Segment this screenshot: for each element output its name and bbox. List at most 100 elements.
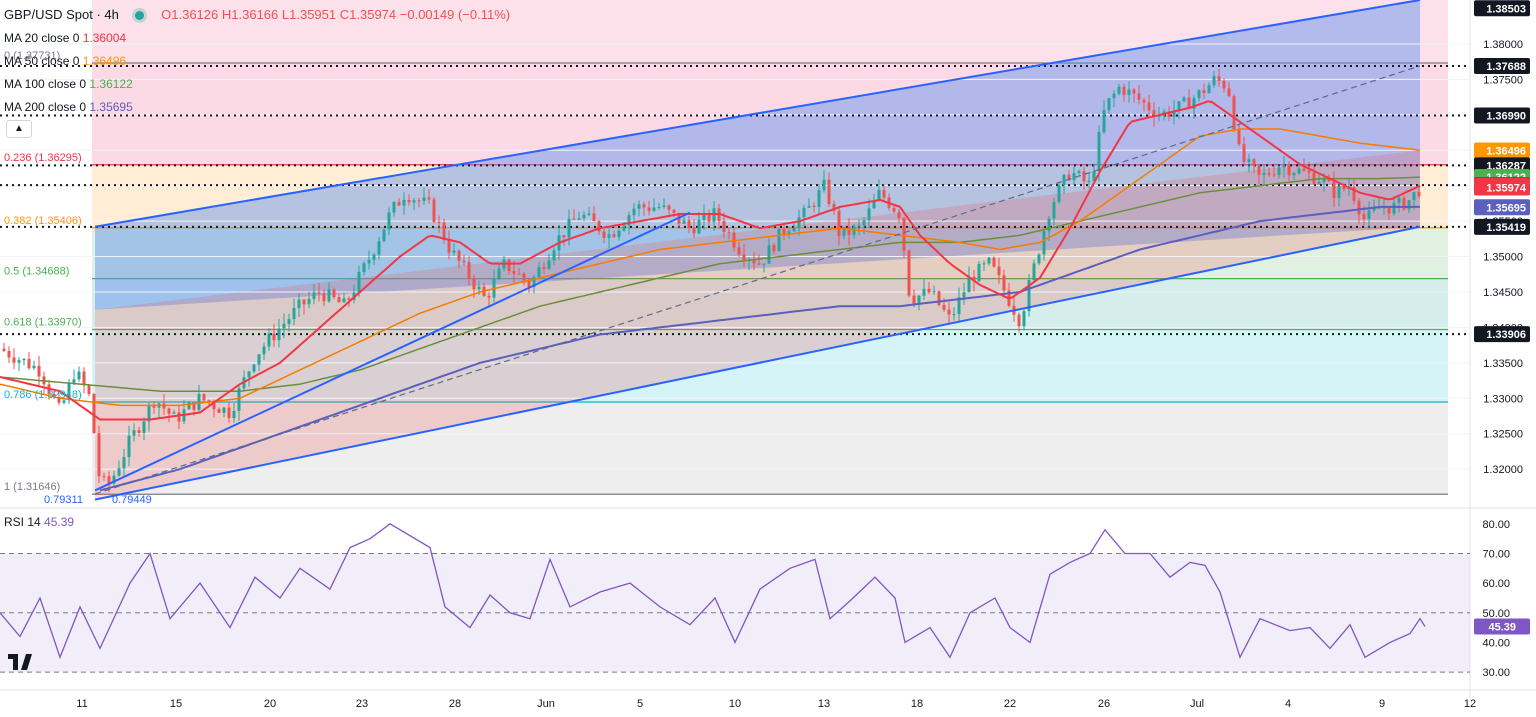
candle-body bbox=[187, 402, 191, 410]
candle-body bbox=[722, 221, 726, 232]
candle-body bbox=[117, 468, 121, 476]
candle-body bbox=[652, 207, 656, 211]
candle-body bbox=[1212, 76, 1216, 86]
candle-body bbox=[1357, 200, 1361, 215]
candle-body bbox=[522, 273, 526, 281]
candle-body bbox=[842, 226, 846, 236]
candle-body bbox=[77, 371, 81, 380]
rsi-tick-label: 60.00 bbox=[1482, 578, 1510, 590]
candle-body bbox=[657, 206, 661, 208]
candle-body bbox=[302, 299, 306, 305]
price-label-bg bbox=[1474, 326, 1530, 343]
price-label: 1.33906 bbox=[1486, 329, 1526, 341]
candle-body bbox=[582, 214, 586, 219]
time-tick-label: 10 bbox=[729, 698, 741, 710]
candle-body bbox=[607, 234, 611, 238]
candle-body bbox=[137, 430, 141, 433]
candle-body bbox=[1187, 97, 1191, 109]
candle-body bbox=[817, 190, 821, 208]
candle-body bbox=[762, 263, 766, 265]
candle-body bbox=[1042, 231, 1046, 255]
rsi-line bbox=[0, 523, 1426, 660]
collapse-legend-button[interactable]: ▲ bbox=[6, 120, 32, 138]
symbol-title[interactable]: GBP/USD Spot · 4h bbox=[4, 7, 119, 22]
candle-body bbox=[1297, 168, 1301, 174]
candle-body bbox=[1122, 86, 1126, 95]
candle-body bbox=[412, 200, 416, 203]
candle-body bbox=[257, 354, 261, 365]
candle-body bbox=[1072, 173, 1076, 180]
candle-body bbox=[92, 394, 96, 434]
candle-body bbox=[1352, 187, 1356, 201]
candle-body bbox=[1317, 182, 1321, 184]
candle-body bbox=[812, 205, 816, 208]
candle-body bbox=[287, 319, 291, 324]
candle-body bbox=[447, 240, 451, 253]
candle-body bbox=[1222, 80, 1226, 89]
candle-body bbox=[1247, 159, 1251, 162]
candle-body bbox=[1087, 180, 1091, 182]
candle-body bbox=[1202, 90, 1206, 94]
candle-body bbox=[1067, 174, 1071, 180]
candle-body bbox=[662, 205, 666, 207]
time-axis: 11 15 20 23 28 Jun 5 10 13 18 22 26 Jul 4 9 12 bbox=[0, 689, 1536, 710]
candle-body bbox=[637, 204, 641, 209]
ma200-line bbox=[99, 205, 1420, 492]
price-tick-label: 1.38000 bbox=[1483, 39, 1523, 51]
candle-body bbox=[1392, 202, 1396, 214]
candle-body bbox=[1047, 218, 1051, 232]
ma20-row[interactable]: MA 20 close 0 1.36004 bbox=[4, 29, 510, 52]
price-label-bg bbox=[1474, 142, 1530, 159]
candle-body bbox=[362, 263, 366, 273]
candle-body bbox=[1327, 178, 1331, 182]
fib-label-4: 0.618 (1.33970) bbox=[4, 317, 82, 329]
candle-body bbox=[97, 433, 101, 477]
candle-body bbox=[877, 190, 881, 201]
candle-body bbox=[192, 402, 196, 410]
candle-body bbox=[1377, 207, 1381, 209]
candle-body bbox=[947, 309, 951, 315]
candle-body bbox=[942, 304, 946, 310]
fib-zone-4 bbox=[92, 329, 1448, 402]
candle-body bbox=[757, 263, 761, 265]
candle-body bbox=[822, 179, 826, 191]
candle-body bbox=[537, 267, 541, 278]
candle-body bbox=[852, 226, 856, 235]
channel-upper-line bbox=[94, 0, 1421, 228]
time-tick-label: 11 bbox=[76, 698, 87, 710]
candle-body bbox=[992, 257, 996, 267]
price-label: 1.35695 bbox=[1486, 202, 1526, 214]
candle-body bbox=[1157, 115, 1161, 117]
candle-body bbox=[587, 213, 591, 215]
candle-body bbox=[297, 299, 301, 309]
rsi-tick-label: 30.00 bbox=[1482, 667, 1510, 679]
ma200-row[interactable]: MA 200 close 0 1.35695 bbox=[4, 98, 510, 121]
candle-body bbox=[827, 179, 831, 204]
candle-body bbox=[512, 271, 516, 274]
price-tick-label: 1.32500 bbox=[1483, 429, 1523, 441]
time-tick-label: 4 bbox=[1285, 698, 1291, 710]
candle-body bbox=[462, 260, 466, 263]
ohlc-close: C1.35974 bbox=[339, 7, 397, 22]
time-tick-label: 20 bbox=[264, 698, 276, 710]
ma100-row[interactable]: MA 100 close 0 1.36122 bbox=[4, 75, 510, 98]
rsi-tick-label: 80.00 bbox=[1482, 519, 1510, 531]
candle-body bbox=[1307, 170, 1311, 173]
candle-body bbox=[1237, 129, 1241, 145]
candle-body bbox=[517, 273, 521, 275]
time-tick-label: 13 bbox=[818, 698, 830, 710]
tradingview-logo-icon[interactable] bbox=[8, 648, 36, 676]
candle-body bbox=[707, 212, 711, 222]
candle-body bbox=[602, 231, 606, 238]
candle-body bbox=[397, 202, 401, 206]
candle-body bbox=[527, 280, 531, 288]
price-tick-label: 1.34500 bbox=[1483, 287, 1523, 299]
rsi-label: RSI 14 bbox=[4, 515, 41, 529]
candle-body bbox=[1407, 200, 1411, 210]
candle-body bbox=[1112, 93, 1116, 99]
ma50-row[interactable]: MA 50 close 0 1.36496 bbox=[4, 52, 510, 75]
fib-zone-top bbox=[92, 0, 1448, 64]
candle-body bbox=[1137, 93, 1141, 100]
price-tick-label: 1.35000 bbox=[1483, 252, 1523, 264]
